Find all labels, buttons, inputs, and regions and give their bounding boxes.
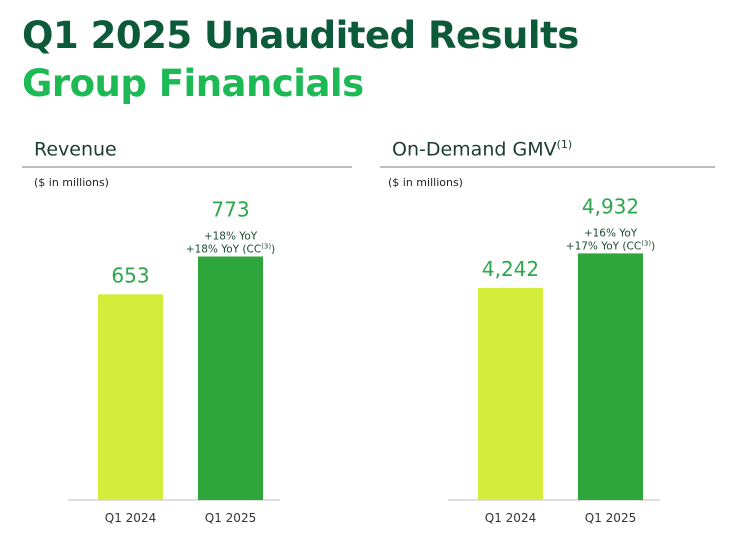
revenue-chart-title: Revenue	[34, 138, 117, 160]
revenue-annotation-1-1: +18% YoY (CC(3))	[186, 243, 275, 256]
revenue-annotation-suffix: )	[271, 244, 275, 256]
gmv-title-text: On-Demand GMV	[392, 138, 557, 161]
gmv-annotation-sup: (3)	[641, 239, 651, 247]
page-title: Q1 2025 Unaudited Results	[22, 14, 579, 57]
gmv-annotation-1-0: +16% YoY	[584, 227, 638, 239]
page-subtitle: Group Financials	[22, 62, 364, 105]
gmv-category-label-1: Q1 2025	[585, 511, 636, 525]
revenue-title-text: Revenue	[34, 138, 117, 161]
gmv-value-label-0: 4,242	[482, 257, 539, 281]
gmv-chart-title: On-Demand GMV(1)	[392, 138, 572, 160]
revenue-value-label-1: 773	[211, 198, 249, 222]
gmv-annotation-text: +17% YoY (CC	[566, 240, 641, 252]
revenue-title-rule	[22, 166, 352, 168]
revenue-value-label-0: 653	[111, 263, 149, 287]
revenue-bar-chart: 653 Q1 2024 773 +18% YoY+18% YoY (CC(3)) Q1 …	[68, 198, 280, 525]
gmv-annotation-1-1: +17% YoY (CC(3))	[566, 239, 655, 252]
gmv-value-label-1: 4,932	[582, 194, 639, 218]
revenue-annotation-1-0: +18% YoY	[204, 231, 258, 243]
revenue-category-label-1: Q1 2025	[205, 511, 256, 525]
gmv-bar-chart: 4,242 Q1 2024 4,932 +16% YoY+17% YoY (CC(3)…	[448, 194, 660, 525]
revenue-unit-note: ($ in millions)	[34, 176, 109, 189]
revenue-category-label-0: Q1 2024	[105, 511, 156, 525]
revenue-bar-0	[98, 294, 163, 500]
gmv-annotation-text: +16% YoY	[584, 227, 638, 239]
gmv-annotation-suffix: )	[651, 240, 655, 252]
gmv-title-superscript: (1)	[556, 138, 573, 151]
revenue-annotation-text: +18% YoY	[204, 231, 258, 243]
gmv-category-label-0: Q1 2024	[485, 511, 536, 525]
gmv-bar-1	[578, 253, 643, 500]
revenue-annotation-text: +18% YoY (CC	[186, 244, 261, 256]
revenue-bar-1	[198, 256, 263, 500]
gmv-title-rule	[380, 166, 715, 168]
gmv-unit-note: ($ in millions)	[388, 176, 463, 189]
revenue-annotation-sup: (3)	[261, 243, 271, 251]
gmv-bar-0	[478, 287, 543, 500]
